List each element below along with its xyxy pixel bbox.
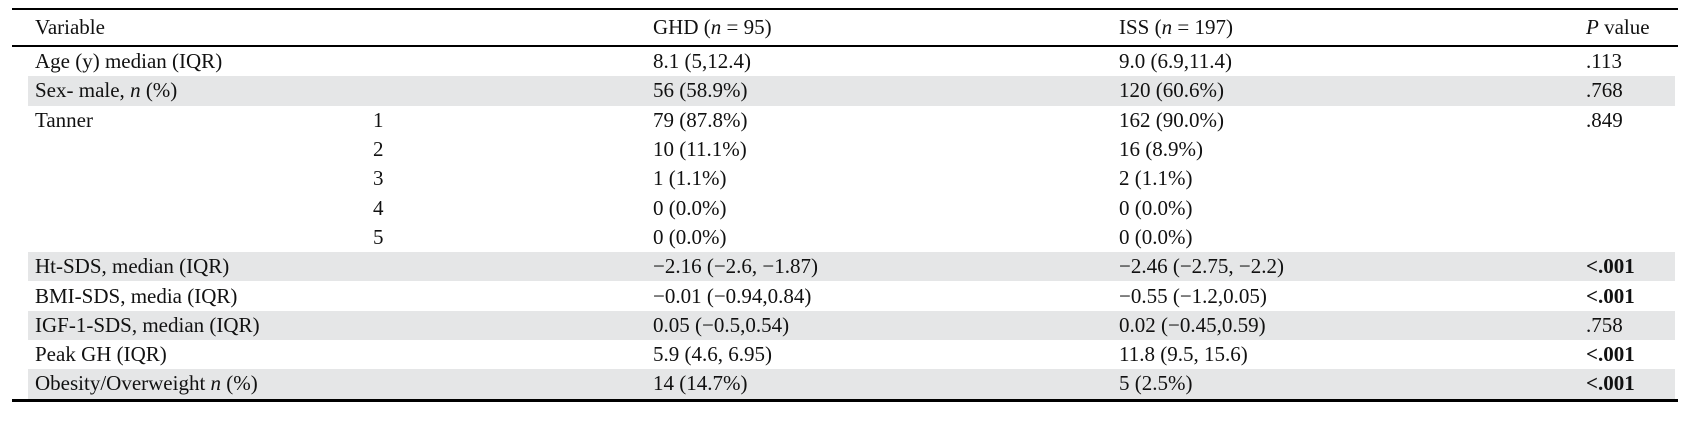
cell-tanner-stage xyxy=(373,46,653,76)
table-row: 3 1 (1.1%) 2 (1.1%) xyxy=(12,164,1678,193)
cell-tanner-stage xyxy=(373,369,653,401)
cell-variable: BMI-SDS, media (IQR) xyxy=(35,283,238,308)
table-row: Age (y) median (IQR) 8.1 (5,12.4) 9.0 (6.9… xyxy=(12,46,1678,76)
cell-ghd-value: 5.9 (4.6, 6.95) xyxy=(653,342,772,367)
cell-tanner-stage xyxy=(373,76,653,106)
cell-iss-value: −0.55 (−1.2,0.05) xyxy=(1119,283,1267,308)
cell-ghd-value: 0 (0.0%) xyxy=(653,224,727,249)
table-row: Peak GH (IQR) 5.9 (4.6, 6.95) 11.8 (9.5, 1… xyxy=(12,340,1678,369)
cell-variable xyxy=(12,223,373,252)
cell-ghd-value: 79 (87.8%) xyxy=(653,107,748,132)
cell-ghd-value: −0.01 (−0.94,0.84) xyxy=(653,283,812,308)
table-row: Tanner 1 79 (87.8%) 162 (90.0%) .849 xyxy=(12,106,1678,135)
cell-ghd-value: 0 (0.0%) xyxy=(653,195,727,220)
cell-p-value: <.001 xyxy=(1586,369,1678,401)
cell-p-value: <.001 xyxy=(1586,283,1635,308)
cell-p-value xyxy=(1586,223,1678,252)
text-segment: (%) xyxy=(140,78,178,103)
cell-ghd-value: 1 (1.1%) xyxy=(653,166,727,191)
cell-ghd-value: −2.16 (−2.6, −1.87) xyxy=(653,252,1119,282)
italic-text: n xyxy=(710,15,722,39)
cell-tanner-stage xyxy=(373,252,653,282)
cell-p-value: .758 xyxy=(1586,310,1678,340)
paper-table-container: Variable GHD (n = 95) ISS (n = 197) P value… xyxy=(12,8,1678,402)
header-ghd: GHD (n = 95) xyxy=(653,9,1119,47)
cell-variable: Sex- male, n (%) xyxy=(12,76,373,106)
cell-p-value: <.001 xyxy=(1586,342,1635,367)
cell-variable: Obesity/Overweight n (%) xyxy=(12,369,373,401)
italic-text: n xyxy=(130,78,141,103)
cell-p-value: .768 xyxy=(1586,76,1678,106)
cell-iss-value: 0 (0.0%) xyxy=(1119,224,1193,249)
cell-variable: Tanner xyxy=(35,107,93,132)
text-segment: Sex- male, xyxy=(35,78,131,103)
italic-text: n xyxy=(1161,15,1173,39)
cell-p-value xyxy=(1586,135,1678,164)
cell-tanner-stage xyxy=(373,310,653,340)
table-row: Ht-SDS, median (IQR) −2.16 (−2.6, −1.87) −… xyxy=(12,252,1678,282)
text-segment: GHD ( xyxy=(653,15,711,39)
cell-ghd-value: 10 (11.1%) xyxy=(653,137,747,162)
header-row: Variable GHD (n = 95) ISS (n = 197) P value xyxy=(12,9,1678,47)
cell-ghd-value: 0.05 (−0.5,0.54) xyxy=(653,310,1119,340)
italic-text: P xyxy=(1586,15,1599,39)
text-segment: Obesity/Overweight xyxy=(35,371,211,396)
italic-text: n xyxy=(210,371,222,396)
table-row: Sex- male, n (%) 56 (58.9%) 120 (60.6%) .76… xyxy=(12,76,1678,106)
cell-tanner-stage xyxy=(373,340,653,369)
cell-iss-value: 0 (0.0%) xyxy=(1119,195,1193,220)
cell-p-value xyxy=(1586,193,1678,222)
cell-iss-value: 2 (1.1%) xyxy=(1119,166,1193,191)
cell-ghd-value: 56 (58.9%) xyxy=(653,76,1119,106)
header-pvalue: P value xyxy=(1586,9,1678,47)
cell-variable xyxy=(12,135,373,164)
table-row: 5 0 (0.0%) 0 (0.0%) xyxy=(12,223,1678,252)
text-segment: = 197) xyxy=(1172,15,1233,39)
table-row: Obesity/Overweight n (%) 14 (14.7%) 5 (2.5… xyxy=(12,369,1678,401)
cell-tanner-stage: 4 xyxy=(373,195,384,220)
cell-p-value: <.001 xyxy=(1586,252,1678,282)
cell-p-value: .849 xyxy=(1586,107,1623,132)
cell-p-value: .113 xyxy=(1586,49,1622,74)
cell-iss-value: −2.46 (−2.75, −2.2) xyxy=(1119,252,1586,282)
cell-tanner-stage: 1 xyxy=(373,107,384,132)
cell-p-value xyxy=(1586,164,1678,193)
cell-variable: Age (y) median (IQR) xyxy=(35,49,223,74)
cell-tanner-stage xyxy=(373,281,653,310)
cell-iss-value: 5 (2.5%) xyxy=(1119,369,1586,401)
cell-variable: IGF-1-SDS, median (IQR) xyxy=(12,310,373,340)
table-row: IGF-1-SDS, median (IQR) 0.05 (−0.5,0.54) 0… xyxy=(12,310,1678,340)
table-row: BMI-SDS, media (IQR) −0.01 (−0.94,0.84) −0… xyxy=(12,281,1678,310)
cell-variable: Ht-SDS, median (IQR) xyxy=(12,252,373,282)
cell-variable: Peak GH (IQR) xyxy=(35,342,167,367)
cell-iss-value: 120 (60.6%) xyxy=(1119,76,1586,106)
text-segment: (%) xyxy=(221,371,258,396)
header-iss: ISS (n = 197) xyxy=(1119,9,1586,47)
table-header: Variable GHD (n = 95) ISS (n = 197) P value xyxy=(12,9,1678,47)
text-segment: value xyxy=(1598,15,1650,39)
cell-iss-value: 162 (90.0%) xyxy=(1119,107,1224,132)
cell-iss-value: 11.8 (9.5, 15.6) xyxy=(1119,342,1248,367)
table-row: 4 0 (0.0%) 0 (0.0%) xyxy=(12,193,1678,222)
table-row: 2 10 (11.1%) 16 (8.9%) xyxy=(12,135,1678,164)
cell-variable xyxy=(12,164,373,193)
cell-variable xyxy=(12,193,373,222)
table-body: Age (y) median (IQR) 8.1 (5,12.4) 9.0 (6.9… xyxy=(12,46,1678,401)
header-variable: Variable xyxy=(12,9,653,47)
cell-iss-value: 16 (8.9%) xyxy=(1119,137,1203,162)
cell-tanner-stage: 5 xyxy=(373,224,384,249)
cell-iss-value: 0.02 (−0.45,0.59) xyxy=(1119,310,1586,340)
cell-tanner-stage: 2 xyxy=(373,137,384,162)
text-segment: = 95) xyxy=(721,15,772,39)
text-segment: ISS ( xyxy=(1119,15,1162,39)
cell-iss-value: 9.0 (6.9,11.4) xyxy=(1119,49,1232,74)
comparison-table: Variable GHD (n = 95) ISS (n = 197) P value… xyxy=(12,8,1678,402)
cell-ghd-value: 8.1 (5,12.4) xyxy=(653,49,751,74)
cell-tanner-stage: 3 xyxy=(373,166,384,191)
cell-ghd-value: 14 (14.7%) xyxy=(653,369,1119,401)
